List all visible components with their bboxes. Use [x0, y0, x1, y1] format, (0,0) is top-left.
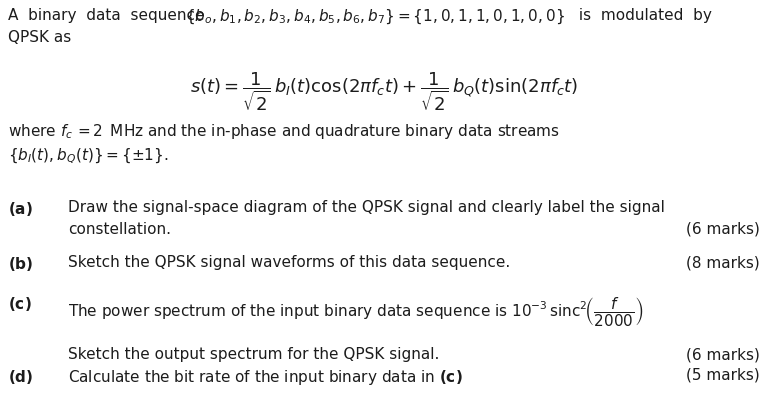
Text: QPSK as: QPSK as — [8, 30, 71, 45]
Text: where $f_c\,=2\,$ MHz and the in-phase and quadrature binary data streams: where $f_c\,=2\,$ MHz and the in-phase a… — [8, 122, 560, 141]
Text: $\mathbf{(d)}$: $\mathbf{(d)}$ — [8, 368, 34, 386]
Text: (8 marks): (8 marks) — [687, 255, 760, 270]
Text: (6 marks): (6 marks) — [686, 222, 760, 237]
Text: is  modulated  by: is modulated by — [574, 8, 712, 23]
Text: $s(t) = \dfrac{1}{\sqrt{2}}\,b_I(t)\cos(2\pi f_c t) + \dfrac{1}{\sqrt{2}}\,b_Q(t: $s(t) = \dfrac{1}{\sqrt{2}}\,b_I(t)\cos(… — [190, 70, 578, 113]
Text: Sketch the output spectrum for the QPSK signal.: Sketch the output spectrum for the QPSK … — [68, 347, 439, 362]
Text: $\{b_I(t), b_Q(t)\} = \{\pm 1\}$.: $\{b_I(t), b_Q(t)\} = \{\pm 1\}$. — [8, 147, 169, 166]
Text: Calculate the bit rate of the input binary data in $\mathbf{(c)}$: Calculate the bit rate of the input bina… — [68, 368, 462, 387]
Text: Draw the signal-space diagram of the QPSK signal and clearly label the signal: Draw the signal-space diagram of the QPS… — [68, 200, 665, 215]
Text: $\mathbf{(a)}$: $\mathbf{(a)}$ — [8, 200, 33, 218]
Text: constellation.: constellation. — [68, 222, 171, 237]
Text: The power spectrum of the input binary data sequence is $10^{-3}\,\mathrm{sinc}^: The power spectrum of the input binary d… — [68, 295, 644, 328]
Text: (6 marks): (6 marks) — [686, 347, 760, 362]
Text: $\{b_o, b_1, b_2, b_3, b_4, b_5, b_6, b_7\} = \{1,0,1,1,0,1,0,0\}$: $\{b_o, b_1, b_2, b_3, b_4, b_5, b_6, b_… — [185, 8, 564, 27]
Text: A  binary  data  sequence: A binary data sequence — [8, 8, 204, 23]
Text: $\mathbf{(c)}$: $\mathbf{(c)}$ — [8, 295, 31, 313]
Text: $\mathbf{(b)}$: $\mathbf{(b)}$ — [8, 255, 34, 273]
Text: Sketch the QPSK signal waveforms of this data sequence.: Sketch the QPSK signal waveforms of this… — [68, 255, 510, 270]
Text: (5 marks): (5 marks) — [687, 368, 760, 383]
